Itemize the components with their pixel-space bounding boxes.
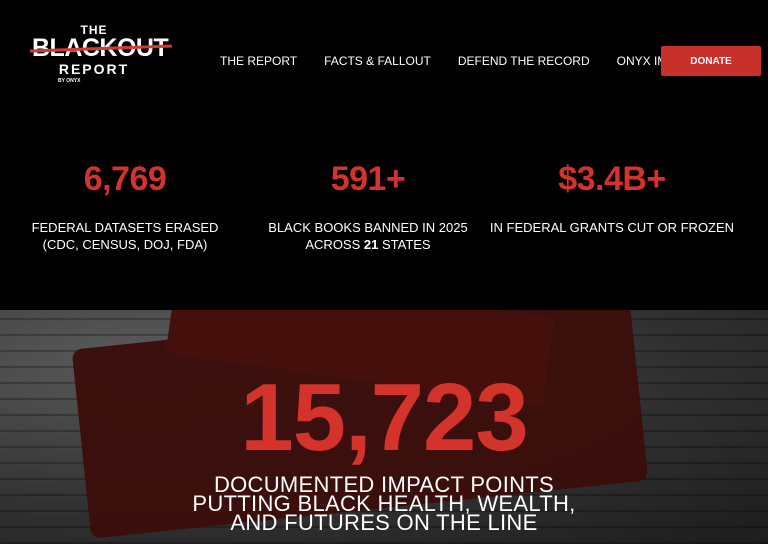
donate-button[interactable]: DONATE bbox=[661, 46, 761, 76]
stat-datasets: 6,769 FEDERAL DATASETS ERASED (CDC, CENSU… bbox=[31, 160, 219, 252]
hero-section: 15,723 DOCUMENTED IMPACT POINTS PUTTING … bbox=[0, 310, 768, 544]
stat-grants: $3.4B+ IN FEDERAL GRANTS CUT OR FROZEN bbox=[489, 160, 735, 235]
header: THE BLACKOUT REPORT BY ONYX THE REPORT F… bbox=[0, 0, 768, 120]
nav-defend-the-record[interactable]: DEFEND THE RECORD bbox=[457, 54, 590, 68]
stat-books: 591+ BLACK BOOKS BANNED IN 2025 ACROSS 21… bbox=[268, 160, 468, 252]
impact-number: 15,723 bbox=[240, 364, 529, 471]
nav-the-report[interactable]: THE REPORT bbox=[220, 54, 298, 68]
nav-facts-fallout[interactable]: FACTS & FALLOUT bbox=[324, 54, 431, 68]
impact-caption: DOCUMENTED IMPACT POINTS PUTTING BLACK H… bbox=[192, 472, 576, 535]
main-nav: THE REPORT FACTS & FALLOUT DEFEND THE RE… bbox=[220, 54, 698, 68]
logo[interactable]: THE BLACKOUT REPORT BY ONYX bbox=[29, 24, 173, 84]
